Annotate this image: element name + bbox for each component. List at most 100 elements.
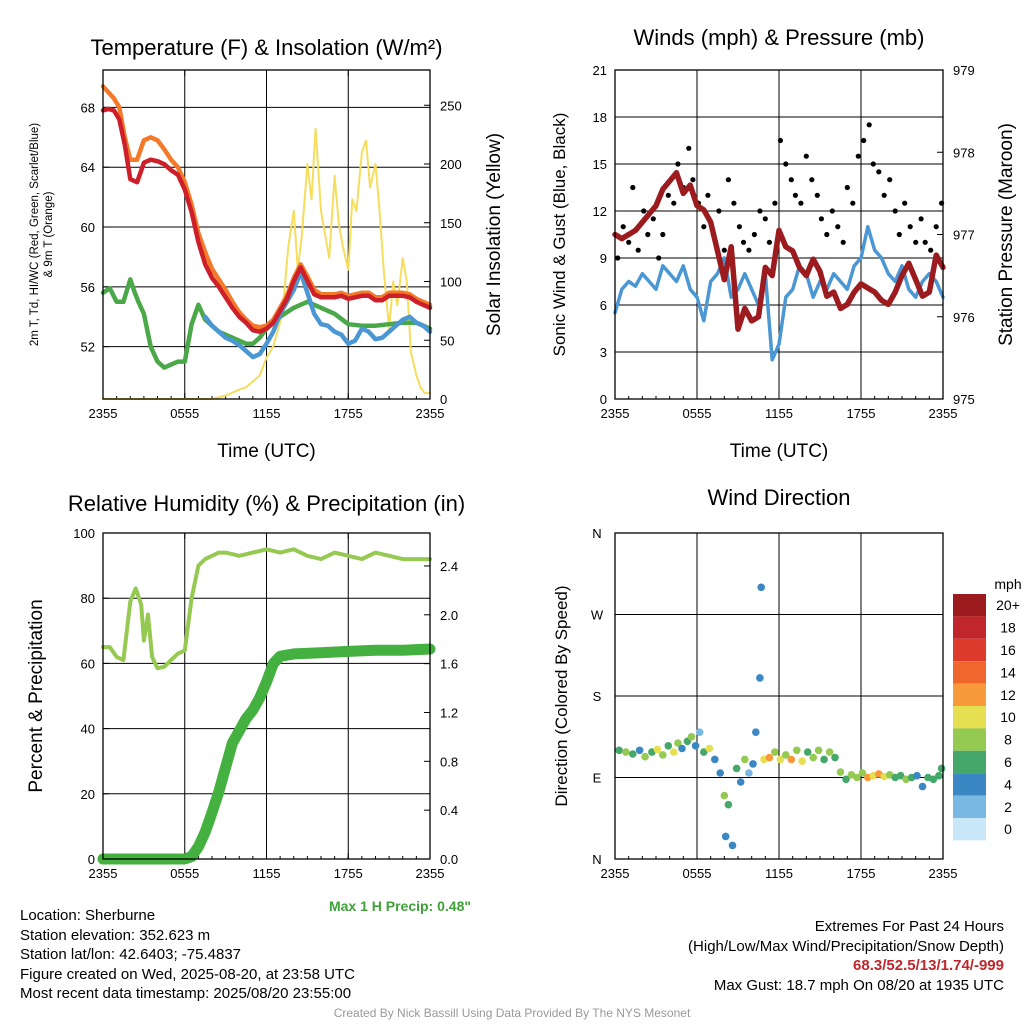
gust-point (626, 239, 632, 245)
max-gust: Max Gust: 18.7 mph On 08/20 at 1935 UTC (713, 976, 1004, 994)
gust-point (803, 153, 809, 159)
legend-label: 14 (1000, 664, 1016, 680)
gust-point (844, 184, 850, 191)
legend-swatch (953, 638, 986, 662)
x-tick-label: 1155 (253, 406, 281, 421)
y-tick-label: 60 (81, 220, 95, 235)
direction-point (842, 775, 850, 784)
legend-swatch (953, 594, 986, 617)
gust-point (731, 200, 737, 206)
x-tick-label: 2355 (89, 406, 118, 421)
gust-point (630, 184, 636, 191)
gust-point (736, 224, 743, 230)
y-tick-label: 40 (81, 722, 95, 737)
y-tick-label: 6 (600, 298, 607, 313)
gust-point (740, 239, 747, 245)
y2-tick-label: 50 (440, 333, 454, 348)
gust-point (690, 177, 696, 183)
y-axis-label-2: & 9m T (Orange) (43, 191, 55, 277)
direction-point (736, 778, 745, 786)
gust-point (850, 200, 856, 206)
rh-line (101, 547, 432, 671)
direction-point (803, 748, 812, 756)
x-tick-label: 1155 (765, 406, 793, 421)
direction-point (664, 742, 673, 750)
x-tick-label: 0555 (683, 406, 712, 421)
legend-label: 6 (1004, 754, 1012, 770)
plot-border (614, 69, 944, 400)
gridlines (184, 70, 349, 399)
gust-point (635, 247, 641, 253)
gust-point (881, 192, 887, 198)
y2-tick-label: 976 (953, 310, 975, 325)
x-tick-label: 1755 (334, 866, 363, 881)
y-tick-label: 18 (593, 110, 607, 125)
y-tick-label: 9 (600, 251, 607, 266)
y-tick-label: 52 (81, 340, 95, 355)
legend-swatch (953, 661, 986, 684)
legend-swatch (953, 795, 986, 818)
y-tick-label: W (591, 608, 604, 623)
gust-point (641, 208, 647, 214)
station-latlon: Station lat/lon: 42.6403; -75.4837 (20, 946, 242, 963)
direction-point (929, 775, 938, 784)
gust-point (686, 145, 692, 151)
y2-tick-label: 100 (440, 275, 462, 290)
y-tick-label: 20 (81, 787, 95, 802)
gust-point (922, 239, 928, 245)
direction-point (820, 755, 828, 764)
winds-chart: Winds (mph) & Pressure (mb) 2355 0555 1155 1… (550, 25, 1017, 462)
gust-point (818, 216, 825, 222)
recent-timestamp: Most recent data timestamp: 2025/08/20 2… (20, 985, 352, 1002)
gust-point (824, 231, 830, 238)
x-axis-label: Time (UTC) (217, 441, 316, 462)
y2-tick-label: 2.0 (440, 608, 458, 623)
gust-point (835, 224, 841, 230)
plot-border (102, 532, 431, 860)
gust-point (933, 224, 939, 230)
gust-point (809, 177, 815, 183)
gust-point (913, 239, 919, 245)
direction-point (756, 674, 764, 682)
x-tick-label: 2355 (601, 866, 630, 881)
y2-tick-label: 978 (953, 145, 975, 160)
extremes-subtitle: (High/Low/Max Wind/Precipitation/Snow De… (688, 937, 1004, 955)
x-tick-label: 0555 (170, 406, 199, 421)
gust-point (620, 224, 626, 230)
y2-axis-label: Station Pressure (Maroon) (996, 123, 1017, 346)
gust-point (650, 216, 656, 222)
gust-point (660, 231, 666, 238)
y2-tick-label: 1.2 (440, 705, 458, 720)
gust-point (783, 161, 789, 167)
chart-title: Temperature (F) & Insolation (W/m²) (90, 35, 442, 60)
y-tick-label: 3 (600, 345, 607, 360)
y-tick-label: 60 (81, 656, 95, 671)
gust-point (896, 231, 902, 238)
series-line (100, 106, 433, 334)
y-axis-label: 2m T, Td, HI/WC (Red, Green, Scarlet/Blu… (29, 123, 41, 346)
direction-point (635, 746, 644, 755)
legend-label: 10 (1000, 709, 1016, 725)
direction-point (741, 755, 749, 764)
direction-point (918, 782, 927, 791)
direction-point (629, 750, 637, 758)
x-tick-label: 2355 (929, 866, 958, 881)
gust-point (870, 161, 876, 167)
station-location: Location: Sherburne (20, 907, 156, 924)
gust-point (665, 192, 671, 198)
x-tick-label: 0555 (683, 866, 712, 881)
gust-point (928, 247, 934, 253)
direction-point (674, 739, 682, 747)
y-tick-label: S (593, 689, 602, 704)
gust-point (907, 224, 913, 230)
legend-swatch (953, 616, 986, 639)
y2-tick-label: 977 (953, 228, 975, 243)
direction-point (691, 742, 700, 750)
x-tick-label: 1755 (334, 406, 363, 421)
direction-point (798, 757, 806, 765)
y2-tick-label: 1.6 (440, 657, 458, 672)
direction-point (787, 755, 796, 764)
x-tick-label: 1155 (765, 866, 793, 881)
gust-point (705, 192, 711, 198)
y-tick-label: 21 (593, 63, 607, 78)
